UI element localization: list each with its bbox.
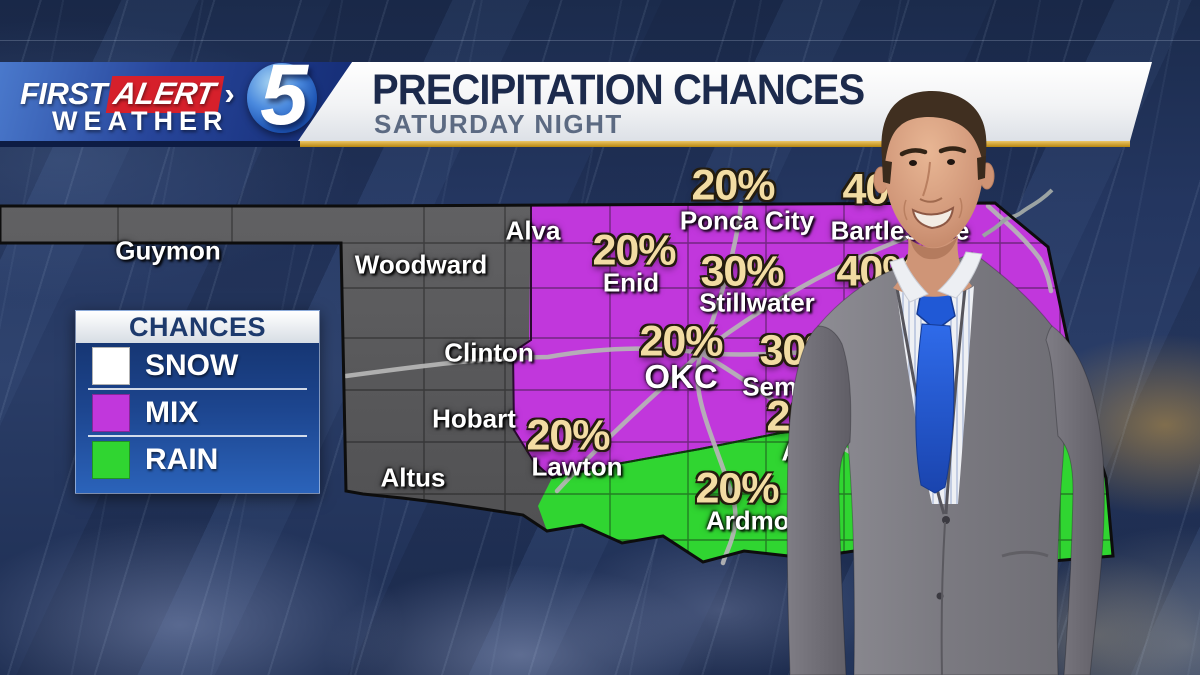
tie-blade xyxy=(915,323,955,494)
mix-color-swatch xyxy=(92,393,130,432)
legend-row-rain: RAIN xyxy=(76,437,319,482)
suit-left-arm xyxy=(786,325,852,675)
eyebrow-right xyxy=(938,146,967,154)
logo-weather-text: WEATHER xyxy=(52,106,229,136)
gold-underline xyxy=(298,141,1130,147)
lapel-right xyxy=(944,279,968,515)
collar-right xyxy=(937,251,983,299)
smile-crease-right xyxy=(958,197,963,219)
legend-panel: CHANCES SNOW MIX RAIN xyxy=(75,310,320,494)
legend-label-rain: RAIN xyxy=(145,442,219,476)
nostrils xyxy=(919,197,943,203)
nose xyxy=(922,161,931,197)
eyebrow-left xyxy=(899,148,928,157)
legend-divider xyxy=(88,435,307,437)
chevron-right-icon: › xyxy=(224,76,235,111)
globe-icon xyxy=(247,63,317,133)
legend-divider xyxy=(88,388,307,390)
station-logo-banner: 5 FIRST ALERT › WEATHER xyxy=(0,62,352,141)
logo-first: FIRST xyxy=(20,76,108,111)
rain-color-swatch xyxy=(92,440,130,479)
page-subtitle: SATURDAY NIGHT xyxy=(374,109,623,139)
legend-label-snow: SNOW xyxy=(145,348,239,382)
suit-right-arm xyxy=(1045,325,1105,675)
collar-left xyxy=(889,257,929,303)
first-alert-wordmark: FIRST ALERT › xyxy=(20,76,234,113)
eye-right xyxy=(947,159,955,165)
title-banner xyxy=(296,62,1152,141)
navy-underline xyxy=(0,141,300,147)
sideburn-left xyxy=(882,160,892,184)
legend-title: CHANCES xyxy=(76,311,319,343)
neck-shadow xyxy=(910,236,958,260)
jacket-button xyxy=(942,516,950,524)
channel-number: 5 xyxy=(260,47,308,143)
page-title: PRECIPITATION CHANCES xyxy=(372,66,865,114)
smile xyxy=(911,206,955,230)
sideburn-right xyxy=(977,156,986,180)
legend-label-mix: MIX xyxy=(145,395,199,429)
face xyxy=(884,100,984,248)
smile-crease-left xyxy=(903,199,908,221)
jacket-pocket xyxy=(1001,550,1049,558)
legend-row-mix: MIX xyxy=(76,390,319,435)
jacket-seam xyxy=(940,521,946,675)
snow-color-swatch xyxy=(92,346,130,385)
hair xyxy=(881,91,987,172)
eye-left xyxy=(909,160,917,166)
legend-row-snow: SNOW xyxy=(76,343,319,388)
